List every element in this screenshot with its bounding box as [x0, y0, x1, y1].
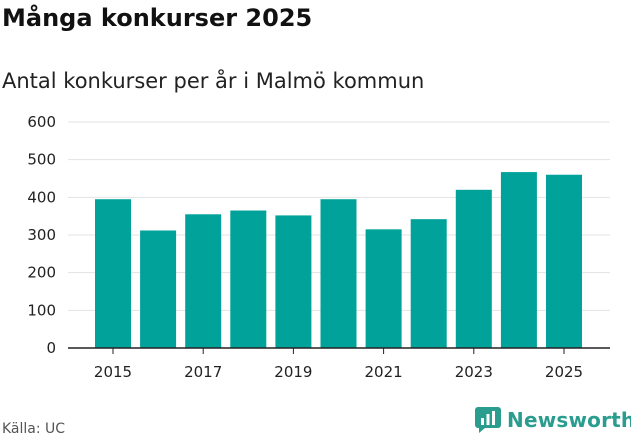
newsworthy-logo-text: Newsworthy [507, 408, 631, 432]
y-tick-label-200: 200 [27, 264, 56, 282]
bar-2024 [500, 172, 537, 348]
x-tick-label-2023: 2023 [455, 363, 493, 381]
x-tick-label-2015: 2015 [94, 363, 132, 381]
y-tick-label-400: 400 [27, 188, 56, 206]
bar-2025 [546, 174, 582, 348]
y-tick-label-300: 300 [27, 226, 56, 244]
x-tick-label-2021: 2021 [365, 363, 403, 381]
axes: 0 100 200 300 400 500 600 2015 2017 2019 2021 2023 2… [27, 113, 610, 381]
bars [95, 172, 582, 348]
bar-2015 [95, 199, 131, 348]
bar-2019 [275, 215, 312, 348]
source-note: Källa: UC [2, 421, 66, 437]
y-tick-label-0: 0 [46, 339, 56, 357]
bar-2018 [230, 210, 267, 348]
bar-2022 [410, 219, 447, 348]
y-tick-label-100: 100 [27, 301, 56, 319]
chart-subtitle: Antal konkurser per år i Malmö kommun [2, 69, 425, 93]
bar-2016 [140, 230, 177, 348]
x-tick-label-2025: 2025 [545, 363, 583, 381]
y-tick-label-500: 500 [27, 151, 56, 169]
bar-2021 [365, 229, 402, 348]
y-tick-label-600: 600 [27, 113, 56, 131]
x-tick-label-2019: 2019 [274, 363, 312, 381]
chart-title: Många konkurser 2025 [2, 4, 313, 32]
newsworthy-logo: Newsworthy [475, 407, 631, 433]
newsworthy-logo-icon [475, 407, 501, 433]
x-tick-label-2017: 2017 [184, 363, 222, 381]
bar-2017 [185, 214, 222, 348]
bar-2023 [455, 189, 492, 348]
bar-2020 [320, 199, 357, 348]
